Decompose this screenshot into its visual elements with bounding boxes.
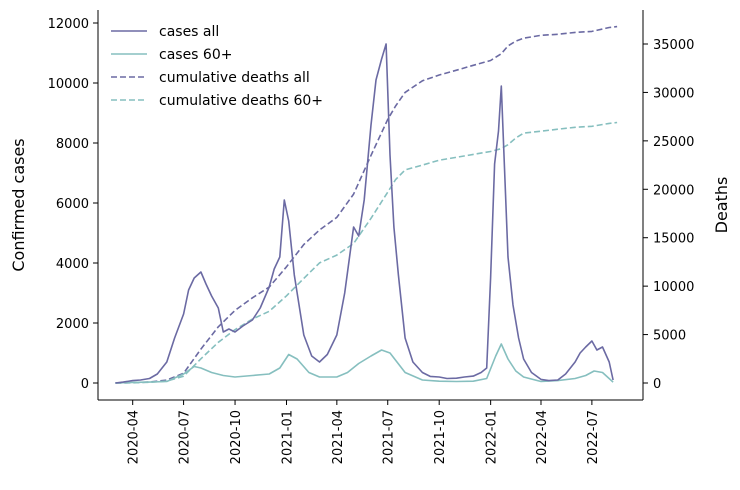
series-line-cases-60plus: [115, 343, 614, 384]
y2-tick-label: 35000: [653, 38, 694, 53]
y-tick-label: 0: [81, 377, 89, 392]
left-axis-ticks: 0 2000 4000 6000 8000 10000 12000: [48, 17, 98, 392]
y-tick-label: 2000: [56, 317, 89, 332]
legend-label: cumulative deaths all: [159, 70, 310, 86]
y-tick-label: 10000: [48, 77, 89, 92]
x-tick-label: 2022-04: [535, 410, 550, 464]
legend: cases all cases 60+ cumulative deaths all c…: [111, 24, 323, 109]
x-tick-label: 2022-07: [586, 410, 601, 464]
x-tick-label: 2021-10: [433, 410, 448, 464]
legend-label: cases all: [159, 24, 219, 40]
x-tick-label: 2021-07: [382, 410, 397, 464]
y2-axis-title: Deaths: [712, 177, 731, 234]
right-axis-ticks: 0 5000 10000 15000 20000 25000 30000 35000: [643, 38, 694, 392]
y-tick-label: 12000: [48, 17, 89, 32]
series-line-cases-all: [115, 43, 614, 384]
y-axis-title: Confirmed cases: [9, 138, 28, 271]
x-axis-ticks: 2020-04 2020-07 2020-10 2021-01 2021-04 2021-…: [127, 400, 601, 464]
series-line-cumulative-deaths-all: [115, 25, 618, 384]
y-tick-label: 8000: [56, 137, 89, 152]
x-tick-label: 2020-04: [127, 410, 142, 464]
y-tick-label: 4000: [56, 257, 89, 272]
x-tick-label: 2020-10: [229, 410, 244, 464]
x-tick-label: 2021-01: [281, 410, 296, 464]
x-tick-label: 2021-04: [331, 410, 346, 464]
y2-tick-label: 15000: [653, 232, 694, 247]
y-tick-label: 6000: [56, 197, 89, 212]
legend-label: cumulative deaths 60+: [159, 93, 323, 109]
y2-tick-label: 25000: [653, 135, 694, 150]
y2-tick-label: 0: [653, 377, 661, 392]
y2-tick-label: 10000: [653, 280, 694, 295]
x-tick-label: 2020-07: [178, 410, 193, 464]
x-tick-label: 2022-01: [485, 410, 500, 464]
series-layer: [115, 25, 618, 384]
y2-tick-label: 30000: [653, 86, 694, 101]
y2-tick-label: 5000: [653, 329, 686, 344]
y2-tick-label: 20000: [653, 183, 694, 198]
legend-label: cases 60+: [159, 47, 232, 63]
